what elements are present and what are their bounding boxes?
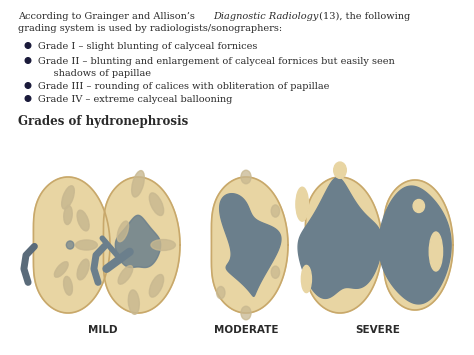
Ellipse shape bbox=[296, 187, 309, 221]
Ellipse shape bbox=[118, 266, 133, 284]
Ellipse shape bbox=[151, 240, 175, 251]
Ellipse shape bbox=[64, 206, 72, 225]
Text: Diagnostic Radiology: Diagnostic Radiology bbox=[213, 12, 319, 21]
Polygon shape bbox=[103, 177, 180, 313]
Ellipse shape bbox=[271, 205, 280, 217]
Text: According to Grainger and Allison’s: According to Grainger and Allison’s bbox=[18, 12, 198, 21]
Circle shape bbox=[25, 96, 31, 101]
Polygon shape bbox=[305, 177, 382, 313]
Polygon shape bbox=[115, 215, 161, 268]
Polygon shape bbox=[34, 177, 110, 313]
Text: grading system is used by radiologists/sonographers:: grading system is used by radiologists/s… bbox=[18, 24, 282, 33]
Text: Grades of hydronephrosis: Grades of hydronephrosis bbox=[18, 115, 188, 128]
Ellipse shape bbox=[117, 221, 128, 242]
Polygon shape bbox=[211, 177, 288, 313]
Polygon shape bbox=[298, 178, 382, 299]
Ellipse shape bbox=[301, 266, 311, 293]
Text: shadows of papillae: shadows of papillae bbox=[38, 69, 151, 78]
Ellipse shape bbox=[334, 162, 346, 178]
Ellipse shape bbox=[64, 277, 73, 295]
Text: SEVERE: SEVERE bbox=[356, 325, 401, 335]
Polygon shape bbox=[379, 186, 451, 304]
Text: MILD: MILD bbox=[88, 325, 118, 335]
Ellipse shape bbox=[241, 170, 251, 184]
Ellipse shape bbox=[413, 200, 425, 213]
Ellipse shape bbox=[217, 286, 225, 299]
Ellipse shape bbox=[66, 241, 74, 249]
Circle shape bbox=[25, 83, 31, 88]
Ellipse shape bbox=[128, 290, 139, 314]
Ellipse shape bbox=[77, 259, 89, 280]
Ellipse shape bbox=[132, 171, 145, 197]
Text: (13), the following: (13), the following bbox=[316, 12, 410, 21]
Text: Grade II – blunting and enlargement of calyceal fornices but easily seen: Grade II – blunting and enlargement of c… bbox=[38, 57, 395, 66]
Ellipse shape bbox=[271, 266, 280, 278]
Circle shape bbox=[25, 58, 31, 63]
Text: MODERATE: MODERATE bbox=[214, 325, 278, 335]
Text: Grade IV – extreme calyceal ballooning: Grade IV – extreme calyceal ballooning bbox=[38, 95, 232, 104]
Ellipse shape bbox=[149, 274, 164, 297]
Text: Grade III – rounding of calices with obliteration of papillae: Grade III – rounding of calices with obl… bbox=[38, 82, 329, 91]
Polygon shape bbox=[384, 180, 453, 310]
Ellipse shape bbox=[77, 210, 89, 231]
Circle shape bbox=[25, 43, 31, 48]
Ellipse shape bbox=[75, 240, 97, 250]
Ellipse shape bbox=[55, 262, 68, 277]
Ellipse shape bbox=[149, 193, 164, 215]
Polygon shape bbox=[219, 194, 281, 296]
Ellipse shape bbox=[429, 232, 443, 271]
Ellipse shape bbox=[62, 186, 74, 209]
Text: Grade I – slight blunting of calyceal fornices: Grade I – slight blunting of calyceal fo… bbox=[38, 42, 257, 51]
Ellipse shape bbox=[241, 306, 251, 320]
